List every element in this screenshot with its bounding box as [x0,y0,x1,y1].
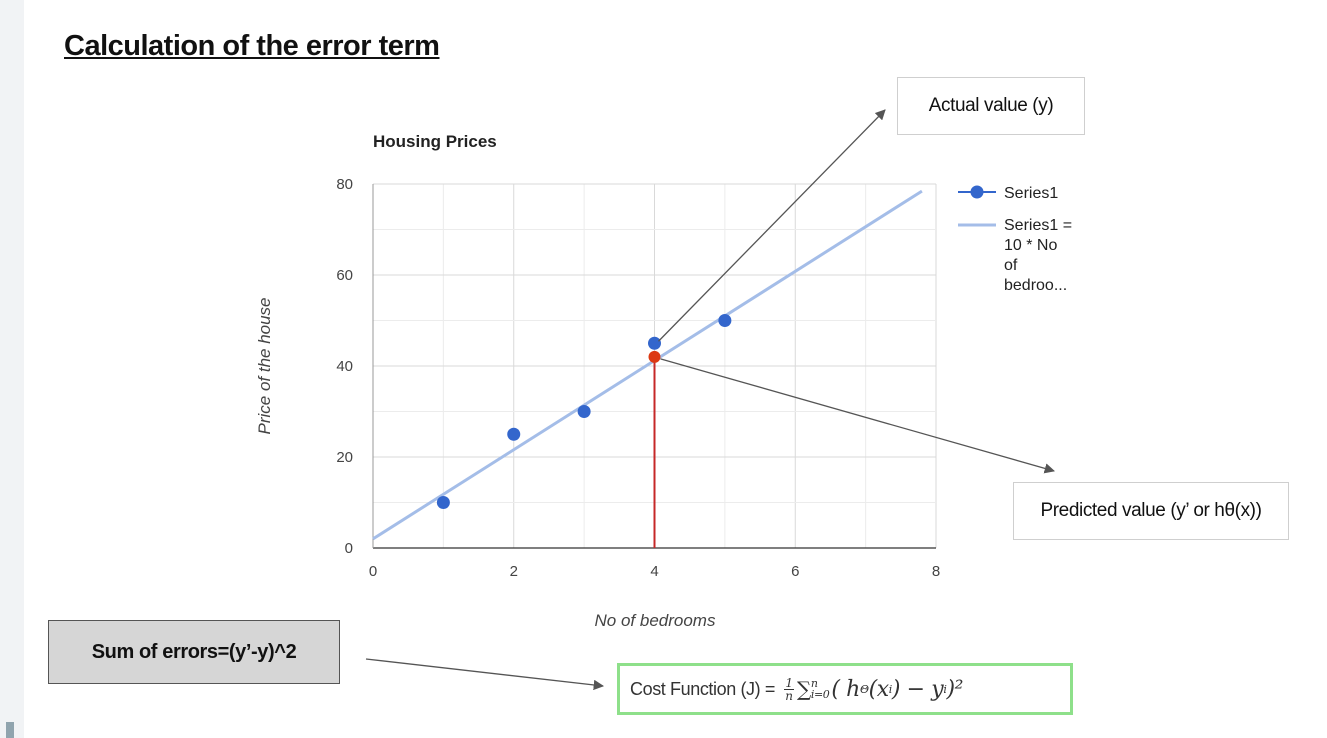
sigma-symbol: ∑ [796,677,811,701]
x-tick-label: 8 [932,563,940,580]
slide-title: Calculation of the error term [64,30,440,62]
predicted-value-box: Predicted value (y’ or hθ(x)) [1013,482,1289,540]
cost-function-label: Cost Function (J) = [630,678,775,699]
trendline [372,189,923,541]
data-point [436,496,450,509]
x-tick-label: 6 [791,563,799,580]
formula-h: ( h [831,676,860,702]
fraction-numerator: 1 [785,675,793,690]
sigma-upper: n [810,677,818,690]
y-tick-label: 40 [336,358,353,375]
x-tick-label: 2 [510,563,518,580]
sum-to-cost-arrow [365,658,605,691]
formula-minus-y: ) − y [891,676,944,702]
legend-series-dot [970,185,984,199]
actual-value-box: Actual value (y) [897,77,1085,135]
y-tick-label: 20 [336,449,353,466]
y-axis-label: Price of the house [255,297,274,434]
data-point [577,405,591,418]
legend-series-label: Series1 [1004,185,1058,202]
legend-trend-label: bedroo... [1004,277,1067,294]
y-tick-label: 80 [336,176,353,193]
data-point [718,314,732,327]
chart-title: Housing Prices [373,132,497,151]
legend-trend-label: of [1004,257,1018,274]
left-edge-strip [0,0,24,738]
formula-x: (x [868,676,890,702]
data-point [648,336,661,350]
x-axis-label: No of bedrooms [595,611,716,630]
cost-function-formula: 1 n ∑ n i=0 ( h Θ (x i ) − y i )² [781,677,963,702]
legend-trend-label: 10 * No [1004,237,1057,254]
legend-trend-label: Series1 = [1004,217,1072,234]
y-tick-label: 0 [345,540,353,557]
cost-function-box: Cost Function (J) = 1 n ∑ n i=0 ( h Θ (x… [617,663,1073,715]
x-tick-label: 0 [369,563,377,580]
formula-squared: )² [946,676,964,702]
predicted-point [648,350,661,363]
x-tick-label: 4 [650,563,658,580]
data-point [507,427,521,441]
formula-x-index: i [888,682,893,696]
y-tick-label: 60 [336,267,353,284]
formula-y-index: i [943,682,947,696]
actual-arrow [658,109,886,342]
predicted-arrow [660,358,1056,474]
formula-theta: Θ [859,682,869,696]
formula-fraction: 1 n [783,675,794,703]
sum-of-errors-box: Sum of errors=(y’-y)^2 [48,620,340,684]
left-edge-marker [6,722,14,738]
fraction-denominator: n [785,688,793,703]
sigma-lower: i=0 [810,688,830,701]
